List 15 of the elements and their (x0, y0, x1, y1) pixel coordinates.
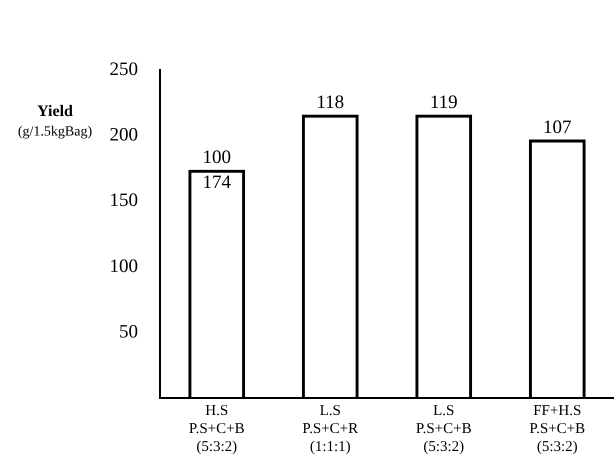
annotation: 118 (316, 92, 344, 114)
annotation: 107 (543, 117, 572, 138)
x-tick-label: L.S P.S+C+B (5:3:2) (416, 402, 472, 455)
y-tick-label: 250 (110, 58, 138, 80)
x-tick-label: FF+H.S P.S+C+B (5:3:2) (529, 402, 586, 455)
y-axis-title: Yield (g/1.5kgBag) (18, 103, 92, 140)
y-tick-label: 100 (110, 256, 138, 277)
data-label: 174 (202, 172, 232, 194)
annotation: 100 (202, 147, 231, 168)
x-tick-label: L.S P.S+C+R (1:1:1) (302, 402, 358, 455)
annotation: 119 (430, 92, 458, 114)
y-tick-label: 50 (119, 321, 138, 342)
y-tick-label: 150 (110, 190, 138, 212)
x-tick-label: H.S P.S+C+B (5:3:2) (188, 402, 245, 455)
y-tick-label: 200 (110, 124, 138, 146)
